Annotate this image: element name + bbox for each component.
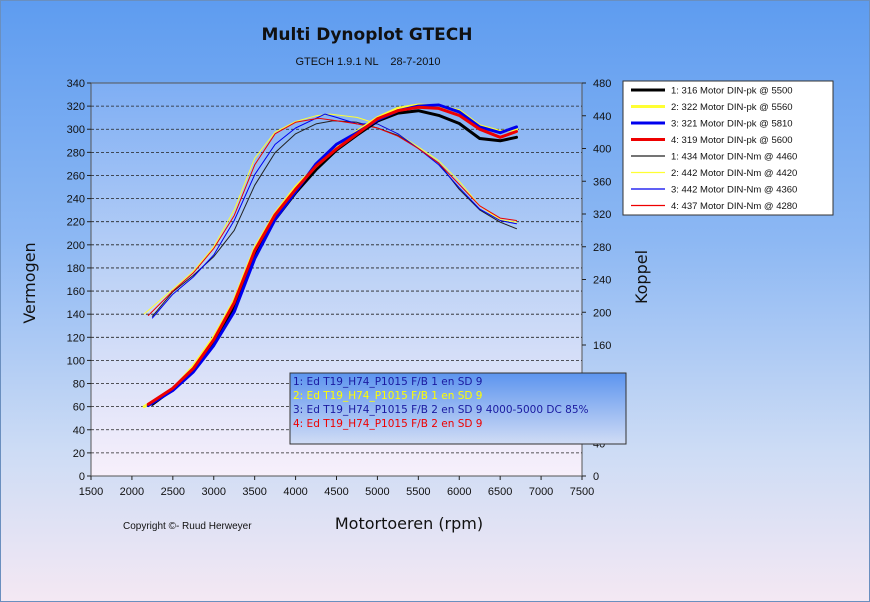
note-line: 1: Ed T19_H74_P1015 F/B 1 en SD 9 bbox=[293, 376, 482, 388]
legend-label: 2: 442 Motor DIN-Nm @ 4420 bbox=[671, 168, 797, 179]
y-tick-label: 180 bbox=[67, 263, 85, 275]
legend-label: 4: 437 Motor DIN-Nm @ 4280 bbox=[671, 201, 797, 212]
y2-tick-label: 160 bbox=[593, 340, 611, 352]
y2-tick-label: 360 bbox=[593, 176, 611, 188]
x-axis-ticks: 1500 2000 2500 3000 3500 4000 4500 5000 5500 6000… bbox=[79, 476, 594, 498]
y2-axis-title: Koppel bbox=[632, 250, 651, 304]
y2-tick-label: 400 bbox=[593, 144, 611, 156]
x-tick-label: 3000 bbox=[202, 486, 226, 498]
chart-title: Multi Dynoplot GTECH bbox=[262, 25, 473, 45]
x-tick-label: 7000 bbox=[529, 486, 553, 498]
series-line-8 bbox=[147, 117, 517, 316]
y2-tick-label: 440 bbox=[593, 111, 611, 123]
series-lines bbox=[142, 103, 518, 409]
y2-tick-label: 320 bbox=[593, 209, 611, 221]
y-tick-label: 40 bbox=[73, 425, 85, 437]
x-tick-label: 2000 bbox=[120, 486, 144, 498]
x-tick-label: 4500 bbox=[324, 486, 348, 498]
y-tick-label: 200 bbox=[67, 240, 85, 252]
y2-tick-label: 240 bbox=[593, 275, 611, 287]
y-tick-label: 140 bbox=[67, 309, 85, 321]
notes-box-bg bbox=[289, 372, 627, 445]
y-tick-label: 300 bbox=[67, 124, 85, 136]
y-tick-label: 320 bbox=[67, 101, 85, 113]
x-tick-label: 1500 bbox=[79, 486, 103, 498]
note-line: 4: Ed T19_H74_P1015 F/B 2 en SD 9 bbox=[293, 418, 482, 430]
notes-box: 1: Ed T19_H74_P1015 F/B 1 en SD 9 2: Ed T… bbox=[289, 372, 627, 445]
legend-label: 3: 442 Motor DIN-Nm @ 4360 bbox=[671, 185, 797, 196]
y2-tick-label: 480 bbox=[593, 78, 611, 90]
y-tick-label: 20 bbox=[73, 448, 85, 460]
legend-label: 4: 319 Motor DIN-pk @ 5600 bbox=[671, 135, 793, 146]
y-tick-label: 240 bbox=[67, 194, 85, 206]
y2-tick-label: 0 bbox=[593, 471, 599, 483]
y-tick-label: 60 bbox=[73, 402, 85, 414]
legend-label: 2: 322 Motor DIN-pk @ 5560 bbox=[671, 102, 793, 113]
x-tick-label: 6500 bbox=[488, 486, 512, 498]
y-tick-label: 100 bbox=[67, 355, 85, 367]
x-axis-title: Motortoeren (rpm) bbox=[335, 514, 483, 533]
x-tick-label: 6000 bbox=[447, 486, 471, 498]
legend-label: 3: 321 Motor DIN-pk @ 5810 bbox=[671, 119, 793, 130]
y-tick-label: 220 bbox=[67, 217, 85, 229]
y-tick-label: 260 bbox=[67, 170, 85, 182]
legend: 1: 316 Motor DIN-pk @ 5500 2: 322 Motor D… bbox=[622, 80, 834, 216]
y2-tick-label: 280 bbox=[593, 242, 611, 254]
y2-tick-label: 200 bbox=[593, 307, 611, 319]
x-tick-label: 5500 bbox=[406, 486, 430, 498]
series-line-7 bbox=[151, 113, 517, 319]
chart-subtitle: GTECH 1.9.1 NL 28-7-2010 bbox=[295, 56, 440, 68]
legend-box bbox=[622, 80, 834, 216]
y-tick-label: 120 bbox=[67, 332, 85, 344]
y-tick-label: 280 bbox=[67, 147, 85, 159]
y-tick-label: 0 bbox=[79, 471, 85, 483]
x-tick-label: 4000 bbox=[283, 486, 307, 498]
y-axis-ticks: 0 20 40 60 80 100 120 140 160 180 200 220 240 260 280 3… bbox=[67, 78, 91, 483]
series-line-6 bbox=[143, 113, 517, 315]
x-tick-label: 2500 bbox=[161, 486, 185, 498]
y-axis-title: Vermogen bbox=[20, 242, 39, 323]
x-tick-label: 7500 bbox=[570, 486, 594, 498]
y-tick-label: 80 bbox=[73, 379, 85, 391]
note-line: 3: Ed T19_H74_P1015 F/B 2 en SD 9 4000-5… bbox=[293, 404, 588, 416]
copyright-text: Copyright ©- Ruud Herweyer bbox=[123, 521, 252, 532]
legend-label: 1: 434 Motor DIN-Nm @ 4460 bbox=[671, 152, 797, 163]
legend-label: 1: 316 Motor DIN-pk @ 5500 bbox=[671, 86, 793, 97]
series-line-3 bbox=[146, 103, 518, 407]
y-tick-label: 160 bbox=[67, 286, 85, 298]
note-line: 2: Ed T19_H74_P1015 F/B 1 en SD 9 bbox=[293, 390, 482, 402]
x-tick-label: 5000 bbox=[365, 486, 389, 498]
y2-axis-ticks: 04080120160200240280320360400440480 bbox=[582, 78, 611, 483]
series-line-4 bbox=[146, 105, 518, 406]
y-tick-label: 340 bbox=[67, 78, 85, 90]
x-tick-label: 3500 bbox=[242, 486, 266, 498]
